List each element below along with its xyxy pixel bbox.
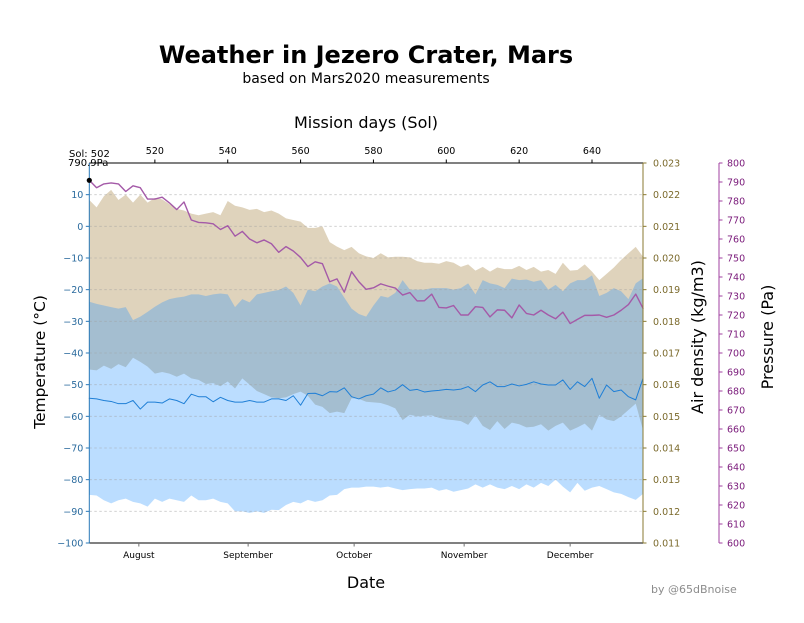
air-density-tick-label: 0.017 [653, 349, 680, 360]
temperature-tick-label: −60 [63, 412, 83, 423]
annotation-pressure-text: 790.9Pa [68, 158, 108, 169]
air-density-tick-label: 0.016 [653, 380, 680, 391]
date-tick-label: August [123, 551, 155, 561]
pressure-tick-label: 680 [727, 387, 745, 398]
axes: −100−90−80−70−60−50−40−30−20−100100.0110… [57, 146, 745, 561]
chart-subtitle: based on Mars2020 measurements [242, 71, 489, 87]
pressure-tick-label: 770 [727, 216, 745, 227]
pressure-tick-label: 730 [727, 292, 745, 303]
temperature-tick-label: 10 [71, 190, 83, 201]
date-tick-label: December [547, 551, 594, 561]
pressure-tick-label: 610 [727, 520, 745, 531]
date-tick-label: October [336, 551, 372, 561]
pressure-tick-label: 800 [727, 159, 745, 170]
pressure-tick-label: 760 [727, 235, 745, 246]
pressure-tick-label: 660 [727, 425, 745, 436]
air-density-range-band [89, 189, 644, 431]
annotation-marker-dot [86, 177, 92, 183]
temperature-tick-label: −80 [63, 475, 83, 486]
temperature-tick-label: −70 [63, 444, 83, 455]
pressure-tick-label: 740 [727, 273, 745, 284]
temperature-tick-label: −10 [63, 254, 83, 265]
pressure-tick-label: 600 [727, 539, 745, 550]
pressure-tick-label: 630 [727, 482, 745, 493]
pressure-tick-label: 640 [727, 463, 745, 474]
temperature-axis-title: Temperature (°C) [31, 295, 49, 430]
pressure-tick-label: 750 [727, 254, 745, 265]
sol-tick-label: 560 [292, 146, 310, 157]
air-density-tick-label: 0.020 [653, 254, 680, 265]
temperature-tick-label: −100 [57, 539, 83, 550]
pressure-line [88, 179, 644, 325]
pressure-tick-label: 620 [727, 501, 745, 512]
pressure-tick-label: 720 [727, 311, 745, 322]
pressure-tick-label: 780 [727, 197, 745, 208]
sol-tick-label: 640 [583, 146, 601, 157]
top-axis-title: Mission days (Sol) [294, 113, 438, 132]
pressure-tick-label: 670 [727, 406, 745, 417]
sol-annotation: Sol: 502 790.9Pa [68, 149, 110, 183]
air-density-tick-label: 0.015 [653, 412, 680, 423]
temperature-range-band [89, 275, 644, 513]
air-density-tick-label: 0.013 [653, 475, 680, 486]
pressure-tick-label: 710 [727, 330, 745, 341]
sol-tick-label: 520 [146, 146, 164, 157]
pressure-tick-label: 650 [727, 444, 745, 455]
pressure-tick-label: 690 [727, 368, 745, 379]
air-density-axis-title: Air density (kg/m3) [688, 260, 707, 414]
sol-tick-label: 580 [364, 146, 382, 157]
range-bands [89, 189, 644, 513]
date-tick-label: November [441, 551, 488, 561]
temperature-tick-label: −40 [63, 349, 83, 360]
temperature-tick-label: −30 [63, 317, 83, 328]
air-density-tick-label: 0.021 [653, 222, 680, 233]
pressure-tick-label: 790 [727, 178, 745, 189]
temperature-tick-label: −90 [63, 507, 83, 518]
temperature-tick-label: 0 [77, 222, 83, 233]
air-density-tick-label: 0.023 [653, 159, 680, 170]
pressure-tick-label: 700 [727, 349, 745, 360]
sol-tick-label: 600 [437, 146, 455, 157]
air-density-tick-label: 0.012 [653, 507, 680, 518]
temperature-tick-label: −20 [63, 285, 83, 296]
annotation-sol-text: Sol: 502 [69, 149, 110, 160]
series-lines [88, 179, 644, 410]
air-density-tick-label: 0.011 [653, 539, 680, 550]
date-tick-label: September [223, 551, 273, 561]
air-density-tick-label: 0.018 [653, 317, 680, 328]
sol-tick-label: 620 [510, 146, 528, 157]
temperature-line [88, 377, 644, 410]
pressure-axis-title: Pressure (Pa) [758, 285, 777, 390]
air-density-tick-label: 0.014 [653, 444, 680, 455]
credit-text: by @65dBnoise [651, 583, 737, 596]
sol-tick-label: 540 [219, 146, 237, 157]
bottom-axis-title: Date [347, 573, 385, 592]
air-density-tick-label: 0.019 [653, 285, 680, 296]
air-density-tick-label: 0.022 [653, 190, 680, 201]
chart-title: Weather in Jezero Crater, Mars [159, 41, 573, 69]
temperature-tick-label: −50 [63, 380, 83, 391]
